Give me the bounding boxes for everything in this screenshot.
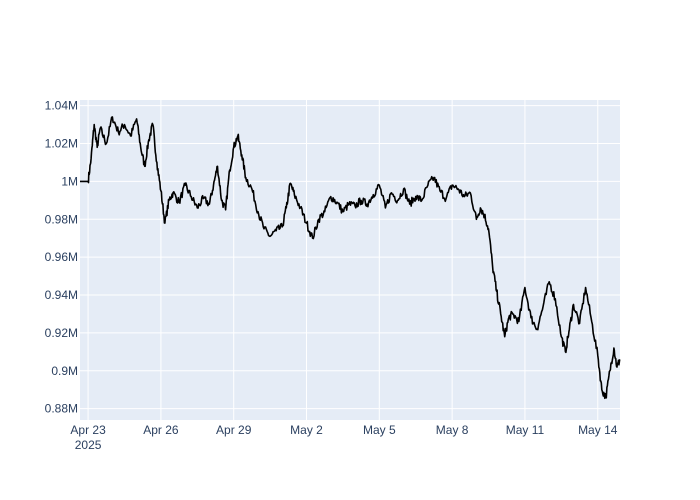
x-tick-label: May 14 xyxy=(578,423,618,437)
x-tick-label: May 8 xyxy=(436,423,469,437)
y-tick-label: 1.04M xyxy=(45,99,78,113)
y-gridlines xyxy=(80,105,620,410)
x-tick-label: Apr 29 xyxy=(216,423,252,437)
x-tick-label: Apr 23 xyxy=(70,423,106,437)
x-tick-label: May 11 xyxy=(506,423,545,437)
y-axis-ticks: 0.88M 0.9M 0.92M 0.94M 0.96M 0.98M 1M 1.02M 1.04… xyxy=(45,99,78,416)
y-tick-label: 0.98M xyxy=(45,212,78,226)
x-tick-label: May 2 xyxy=(290,423,323,437)
y-tick-label: 0.94M xyxy=(45,288,78,302)
y-tick-label: 0.96M xyxy=(45,250,78,264)
y-tick-label: 1.02M xyxy=(45,137,78,151)
y-tick-label: 1M xyxy=(61,174,78,188)
y-tick-label: 0.92M xyxy=(45,326,78,340)
x-tick-label: May 5 xyxy=(363,423,396,437)
series-line xyxy=(80,116,621,400)
y-tick-label: 0.88M xyxy=(45,402,78,416)
x-tick-label: Apr 26 xyxy=(143,423,179,437)
series-layer xyxy=(80,116,621,400)
x-tick-sublabel: 2025 xyxy=(75,438,102,452)
y-tick-label: 0.9M xyxy=(51,364,78,378)
plot-area xyxy=(80,100,620,420)
